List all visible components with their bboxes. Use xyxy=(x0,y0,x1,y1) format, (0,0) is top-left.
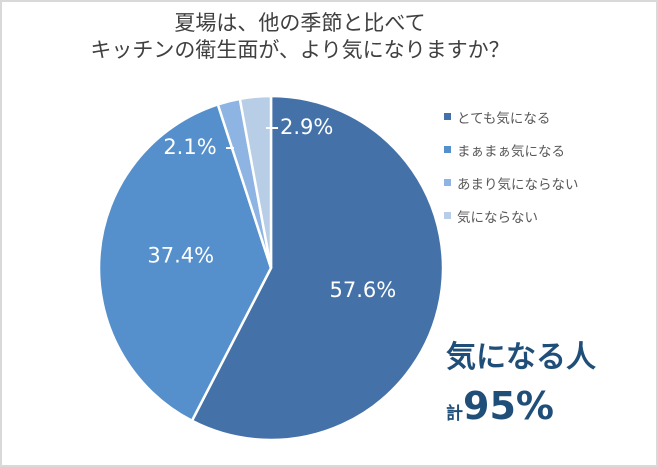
legend-swatch xyxy=(444,113,451,120)
legend-label: 気にならない xyxy=(457,209,538,226)
data-label-amari: 2.1% xyxy=(163,135,216,159)
legend-label: まぁまぁ気になる xyxy=(457,143,565,160)
legend-item: まぁまぁ気になる xyxy=(444,133,579,166)
legend-swatch xyxy=(444,146,451,153)
legend-item: 気にならない xyxy=(444,199,579,232)
chart-title: 夏場は、他の季節と比べて キッチンの衛生面が、より気になりますか？ xyxy=(40,10,560,64)
legend-label: とても気になる xyxy=(457,110,551,127)
data-label-kininaranai: 2.9% xyxy=(280,115,333,139)
slice-kininaranai xyxy=(238,94,273,269)
legend-item: あまり気にならない xyxy=(444,166,579,199)
chart-title-line-1: 夏場は、他の季節と比べて xyxy=(174,11,426,35)
summary-total: 計95% xyxy=(446,384,596,436)
summary-percent: 95% xyxy=(463,384,554,428)
data-label-totemo: 57.6% xyxy=(330,278,397,302)
slice-mamaa xyxy=(97,102,273,423)
data-label-mamaa: 37.4% xyxy=(147,243,214,267)
legend-swatch xyxy=(444,179,451,186)
slice-totemo xyxy=(190,94,445,442)
legend: とても気になる まぁまぁ気になる あまり気にならない 気にならない xyxy=(444,100,579,232)
legend-swatch xyxy=(444,212,451,219)
legend-item: とても気になる xyxy=(444,100,579,133)
summary-prefix: 計 xyxy=(446,404,463,424)
summary-callout: 気になる人 計95% xyxy=(446,338,596,436)
summary-heading: 気になる人 xyxy=(446,340,596,375)
chart-title-line-2: キッチンの衛生面が、より気になりますか？ xyxy=(90,38,510,62)
legend-label: あまり気にならない xyxy=(457,176,579,193)
